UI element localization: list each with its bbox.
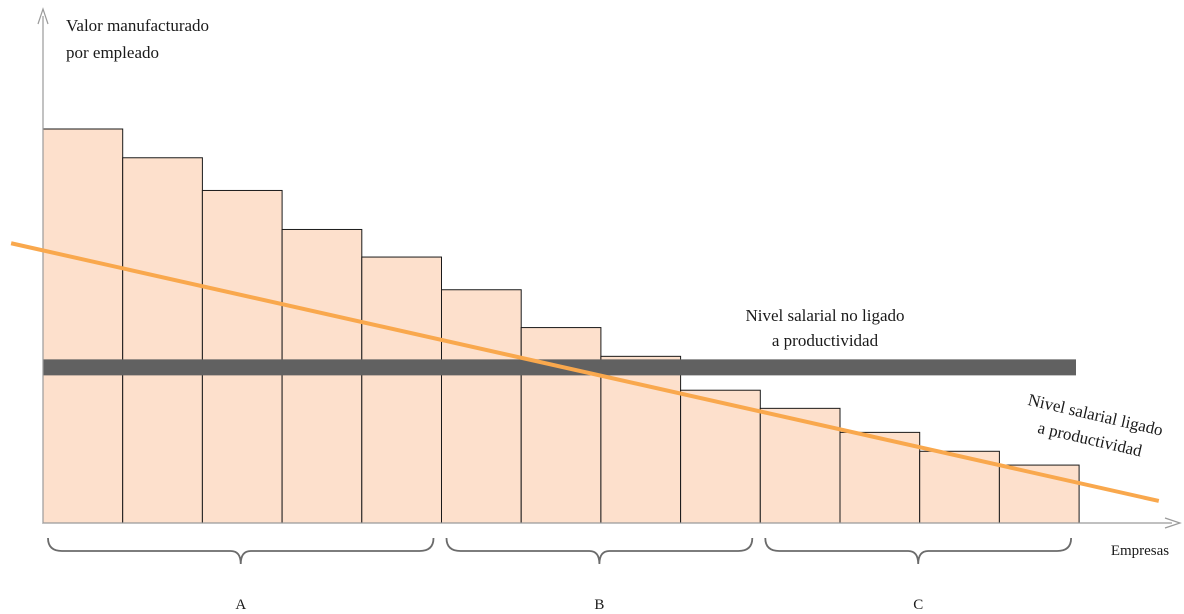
bar-2 bbox=[122, 157, 203, 524]
axes bbox=[37, 7, 1182, 529]
bar-1 bbox=[42, 128, 124, 524]
group-label-C: C bbox=[913, 597, 923, 613]
group-label-B: B bbox=[594, 597, 604, 613]
linked-wage-line bbox=[10, 241, 1160, 503]
group-braces: A B C bbox=[47, 537, 1072, 613]
bar-9 bbox=[680, 389, 761, 524]
brace-A bbox=[47, 537, 435, 565]
y-axis-arrow-icon bbox=[37, 7, 49, 25]
x-axis-title: Empresas bbox=[1111, 543, 1169, 559]
y-axis-title-line2: por empleado bbox=[66, 43, 159, 62]
bar-4 bbox=[281, 228, 363, 524]
bar-11 bbox=[839, 431, 921, 524]
bars bbox=[42, 128, 1080, 524]
flat-wage-label-line1: Nivel salarial no ligado bbox=[745, 306, 904, 325]
x-axis-arrow-icon bbox=[1164, 517, 1182, 529]
linked-wage-label: Nivel salarial ligado a productividad bbox=[1026, 390, 1165, 460]
bar-5 bbox=[361, 256, 442, 524]
brace-C bbox=[764, 537, 1072, 565]
group-label-A: A bbox=[235, 597, 246, 613]
bar-6 bbox=[441, 289, 522, 524]
bar-7 bbox=[520, 327, 602, 524]
flat-wage-label-line2: a productividad bbox=[772, 331, 879, 350]
bar-3 bbox=[201, 189, 283, 524]
bar-8 bbox=[600, 355, 682, 524]
linked-wage-layer bbox=[10, 241, 1160, 503]
brace-B bbox=[445, 537, 754, 565]
y-axis-title-line1: Valor manufacturado bbox=[66, 16, 209, 35]
